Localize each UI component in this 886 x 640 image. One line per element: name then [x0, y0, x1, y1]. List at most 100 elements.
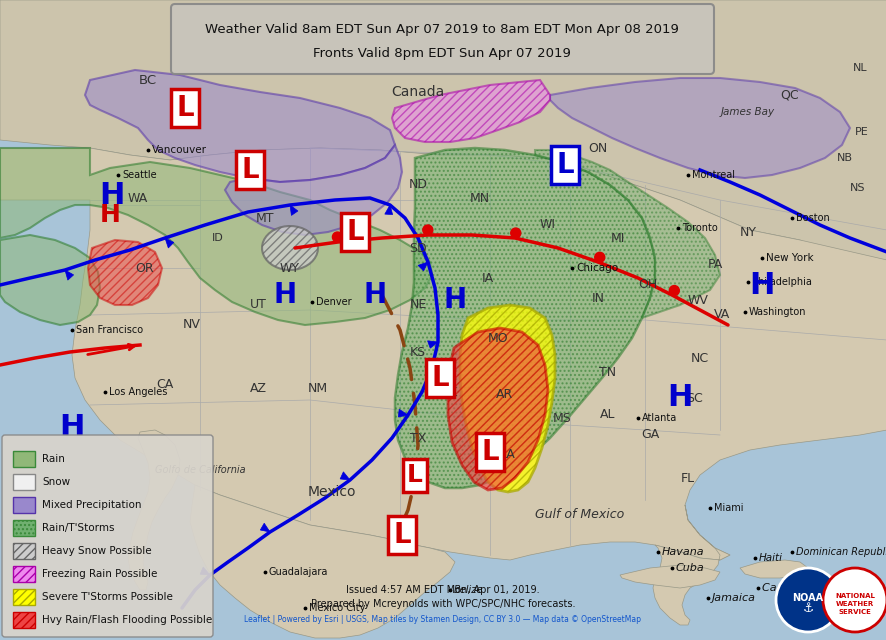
Text: L: L [241, 156, 259, 184]
Text: ND: ND [408, 179, 427, 191]
Polygon shape [447, 328, 548, 490]
Polygon shape [460, 305, 555, 492]
Text: MN: MN [470, 191, 489, 205]
Text: L: L [480, 438, 498, 466]
Text: H: H [363, 281, 386, 309]
Polygon shape [427, 341, 438, 348]
Text: NATIONAL: NATIONAL [834, 593, 874, 599]
Polygon shape [0, 148, 431, 325]
Text: NE: NE [409, 298, 426, 312]
Text: Atlanta: Atlanta [641, 413, 677, 423]
Text: Golfo de California: Golfo de California [154, 465, 245, 475]
Polygon shape [0, 235, 100, 325]
Text: MT: MT [255, 211, 274, 225]
Ellipse shape [423, 225, 432, 235]
Text: H: H [99, 180, 125, 209]
Text: PA: PA [706, 259, 722, 271]
Text: TN: TN [599, 365, 616, 378]
Polygon shape [165, 238, 174, 248]
Text: IA: IA [481, 271, 494, 285]
Text: Freezing Rain Possible: Freezing Rain Possible [42, 569, 157, 579]
Text: Montreal: Montreal [691, 170, 734, 180]
Text: ON: ON [587, 141, 607, 154]
Text: L: L [346, 218, 363, 246]
Text: OK: OK [439, 385, 456, 399]
Text: Los Angeles: Los Angeles [109, 387, 167, 397]
Circle shape [775, 568, 839, 632]
Text: WEATHER: WEATHER [835, 601, 873, 607]
Text: Severe T'Storms Possible: Severe T'Storms Possible [42, 592, 173, 602]
Text: New York: New York [766, 253, 812, 263]
Text: FL: FL [680, 472, 695, 484]
Text: San Francisco: San Francisco [76, 325, 143, 335]
Text: Mixed Precipitation: Mixed Precipitation [42, 500, 142, 510]
Polygon shape [534, 150, 719, 318]
Text: VA: VA [713, 308, 729, 321]
Polygon shape [392, 80, 549, 142]
Text: Gulf of Mexico: Gulf of Mexico [535, 509, 624, 522]
Bar [13, 451, 35, 467]
Text: WA: WA [128, 191, 148, 205]
Text: WY: WY [280, 262, 299, 275]
Text: Caribbean S.: Caribbean S. [761, 583, 833, 593]
Text: Belize: Belize [454, 585, 483, 595]
Text: Leaflet | Powered by Esri | USGS, Map tiles by Stamen Design, CC BY 3.0 — Map da: Leaflet | Powered by Esri | USGS, Map ti… [245, 616, 641, 625]
Text: L: L [392, 521, 410, 549]
Polygon shape [394, 148, 654, 488]
Polygon shape [85, 70, 394, 182]
Text: OH: OH [638, 278, 657, 291]
Bar [13, 520, 35, 536]
Circle shape [822, 568, 886, 632]
Text: CA: CA [156, 378, 174, 392]
Text: H: H [59, 413, 84, 442]
Text: H: H [666, 383, 692, 413]
Text: MI: MI [610, 232, 625, 244]
Polygon shape [260, 524, 269, 532]
Bar [13, 589, 35, 605]
Text: H: H [443, 286, 466, 314]
Text: AZ: AZ [249, 381, 266, 394]
Text: KS: KS [409, 346, 425, 358]
Text: H: H [99, 203, 120, 227]
Ellipse shape [332, 232, 342, 242]
Polygon shape [549, 78, 849, 178]
Text: Rain/T'Storms: Rain/T'Storms [42, 523, 114, 533]
Text: Havana: Havana [661, 547, 703, 557]
Polygon shape [190, 485, 455, 638]
Text: NC: NC [690, 351, 708, 365]
Text: WV: WV [687, 294, 708, 307]
Text: H: H [273, 281, 296, 309]
Text: Snow: Snow [42, 477, 70, 487]
Ellipse shape [510, 228, 520, 238]
Text: SERVICE: SERVICE [837, 609, 870, 615]
Text: Denver: Denver [315, 297, 351, 307]
Text: Haiti: Haiti [758, 553, 782, 563]
Text: QC: QC [780, 88, 798, 102]
Text: L: L [407, 463, 423, 487]
Text: James Bay: James Bay [720, 107, 774, 117]
Text: Weather Valid 8am EDT Sun Apr 07 2019 to 8am EDT Mon Apr 08 2019: Weather Valid 8am EDT Sun Apr 07 2019 to… [205, 24, 678, 36]
Text: NB: NB [836, 153, 852, 163]
Text: NL: NL [851, 63, 867, 73]
Text: Miami: Miami [713, 503, 742, 513]
Text: Rain: Rain [42, 454, 65, 464]
Text: OR: OR [136, 262, 154, 275]
Text: LA: LA [500, 449, 516, 461]
Text: NOAA: NOAA [791, 593, 822, 603]
Text: Guadalajara: Guadalajara [268, 567, 328, 577]
Text: H: H [749, 271, 773, 300]
Text: Vancouver: Vancouver [152, 145, 206, 155]
Text: Cuba: Cuba [675, 563, 704, 573]
Text: MS: MS [552, 412, 571, 424]
Text: TX: TX [409, 431, 425, 445]
Text: PE: PE [854, 127, 868, 137]
Polygon shape [339, 472, 350, 480]
Polygon shape [385, 205, 392, 214]
Polygon shape [128, 430, 180, 590]
Text: Chicago: Chicago [575, 263, 618, 273]
Text: Mexico: Mexico [307, 485, 356, 499]
Text: Philadelphia: Philadelphia [751, 277, 811, 287]
Text: IN: IN [591, 291, 604, 305]
Bar [13, 566, 35, 582]
Bar [13, 612, 35, 628]
